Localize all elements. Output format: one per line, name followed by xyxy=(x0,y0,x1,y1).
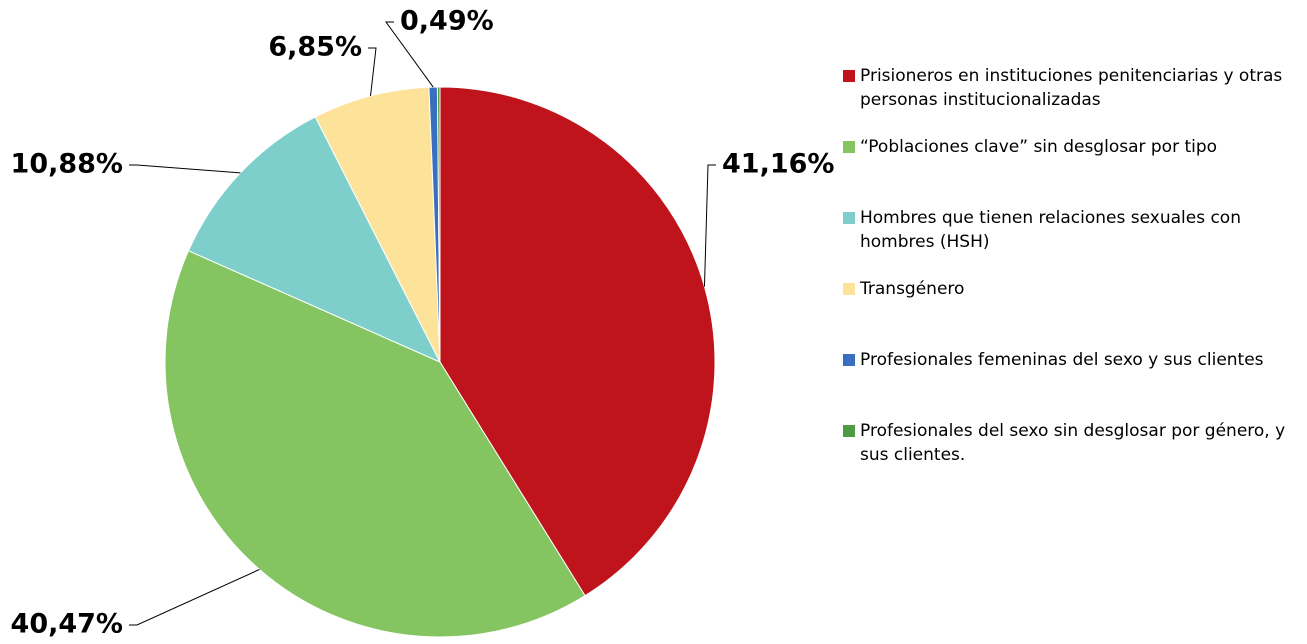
pie-slice xyxy=(314,86,441,363)
legend-label: Profesionales femeninas del sexo y sus c… xyxy=(860,350,1264,370)
pie-slice xyxy=(436,86,441,363)
data-label: 6,85% xyxy=(268,32,362,63)
legend-label: “Poblaciones clave” sin desglosar por ti… xyxy=(860,137,1218,157)
data-label: 0,49% xyxy=(400,6,494,37)
data-label: 10,88% xyxy=(11,149,123,180)
legend-swatch xyxy=(843,354,855,366)
legend-swatch xyxy=(843,141,855,153)
pie-slice xyxy=(187,116,442,364)
data-label: 40,47% xyxy=(11,609,123,640)
leader-line xyxy=(129,164,241,174)
legend-swatch xyxy=(843,70,855,82)
data-label: 41,16% xyxy=(722,149,834,180)
legend-label: Prisioneros en instituciones penitenciar… xyxy=(860,66,1283,110)
leader-line xyxy=(703,164,716,287)
legend-item: Transgénero xyxy=(843,277,1300,301)
legend-item: Profesionales femeninas del sexo y sus c… xyxy=(843,348,1300,372)
legend-item: Hombres que tienen relaciones sexuales c… xyxy=(843,206,1300,254)
leader-line xyxy=(385,21,434,88)
leader-line xyxy=(368,47,377,96)
legend-item: “Poblaciones clave” sin desglosar por ti… xyxy=(843,135,1300,159)
leader-line xyxy=(129,569,260,626)
legend-swatch xyxy=(843,425,855,437)
legend-item: Prisioneros en instituciones penitenciar… xyxy=(843,64,1300,112)
legend-label: Profesionales del sexo sin desglosar por… xyxy=(860,421,1286,465)
pie-slice xyxy=(164,250,586,638)
legend-swatch xyxy=(843,283,855,295)
legend-item: Profesionales del sexo sin desglosar por… xyxy=(843,419,1300,467)
legend-swatch xyxy=(843,212,855,224)
legend-label: Transgénero xyxy=(860,279,965,299)
legend-label: Hombres que tienen relaciones sexuales c… xyxy=(860,208,1241,252)
